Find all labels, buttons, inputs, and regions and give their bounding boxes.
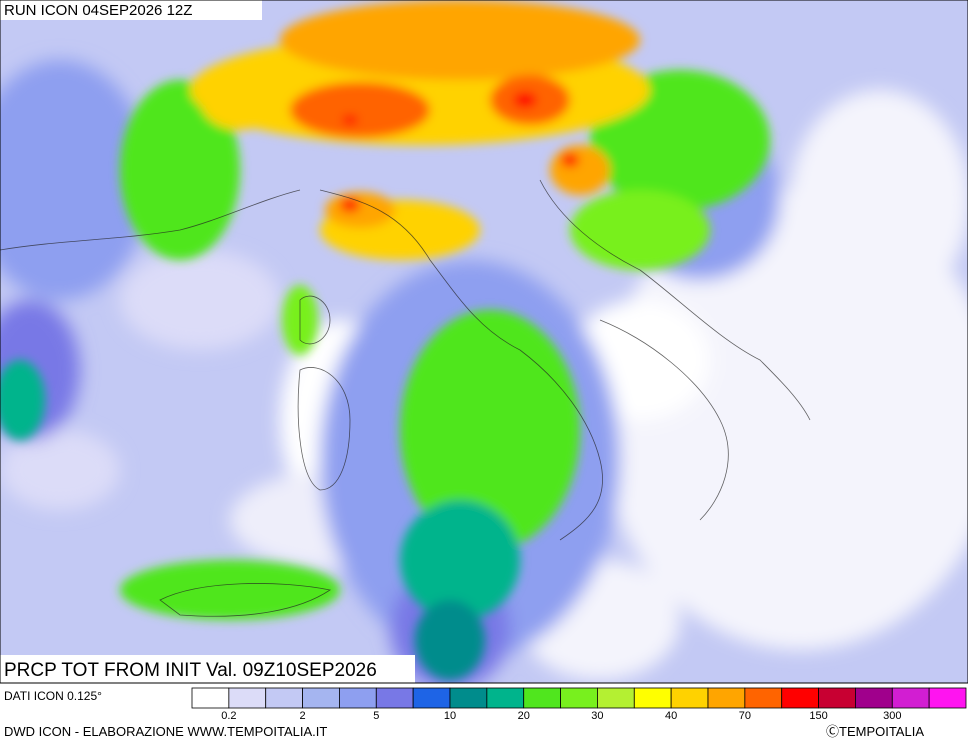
legend-swatch bbox=[486, 687, 525, 709]
legend-swatch bbox=[597, 687, 635, 709]
legend-swatch bbox=[781, 687, 819, 709]
legend-label: 30 bbox=[591, 710, 603, 722]
legend-swatch bbox=[855, 687, 893, 709]
legend-swatch bbox=[191, 687, 230, 709]
legend-swatch bbox=[560, 687, 598, 709]
legend: 0.2 2 5 10 20 30 40 70 150 300 bbox=[191, 687, 967, 722]
map-label: PRCP TOT FROM INIT Val. 09Z10SEP2026 bbox=[4, 660, 377, 681]
legend-swatch bbox=[928, 687, 967, 709]
footer-credit: DWD ICON - ELABORAZIONE WWW.TEMPOITALIA.… bbox=[4, 724, 327, 739]
legend-label: 150 bbox=[809, 710, 827, 722]
run-label: RUN ICON 04SEP2026 12Z bbox=[4, 2, 192, 19]
legend-swatch bbox=[891, 687, 930, 709]
map-frame bbox=[0, 0, 968, 684]
legend-swatch bbox=[670, 687, 709, 709]
legend-swatch bbox=[375, 687, 414, 709]
legend-swatch bbox=[339, 687, 377, 709]
legend-label: 10 bbox=[444, 710, 456, 722]
legend-swatch bbox=[818, 687, 856, 709]
legend-label: 0.2 bbox=[221, 710, 236, 722]
legend-label: 5 bbox=[373, 710, 379, 722]
legend-swatch bbox=[523, 687, 561, 709]
precipitation-map: RUN ICON 04SEP2026 12Z PRCP TOT FROM INI… bbox=[0, 0, 968, 683]
map-label-box bbox=[0, 655, 415, 683]
legend-swatch bbox=[302, 687, 340, 709]
legend-label: 70 bbox=[739, 710, 751, 722]
legend-label: 20 bbox=[518, 710, 530, 722]
legend-label: 300 bbox=[883, 710, 901, 722]
run-label-box bbox=[0, 0, 262, 20]
legend-swatch bbox=[412, 687, 451, 709]
legend-swatch bbox=[265, 687, 303, 709]
legend-swatch bbox=[707, 687, 746, 709]
legend-label: 2 bbox=[300, 710, 306, 722]
source-label: DATI ICON 0.125° bbox=[4, 689, 102, 703]
legend-swatch bbox=[744, 687, 783, 709]
legend-swatch bbox=[228, 687, 267, 709]
footer-copyright: ⒸTEMPOITALIA bbox=[826, 724, 924, 739]
legend-swatch bbox=[449, 687, 488, 709]
legend-label: 40 bbox=[665, 710, 677, 722]
legend-swatch bbox=[633, 687, 672, 709]
